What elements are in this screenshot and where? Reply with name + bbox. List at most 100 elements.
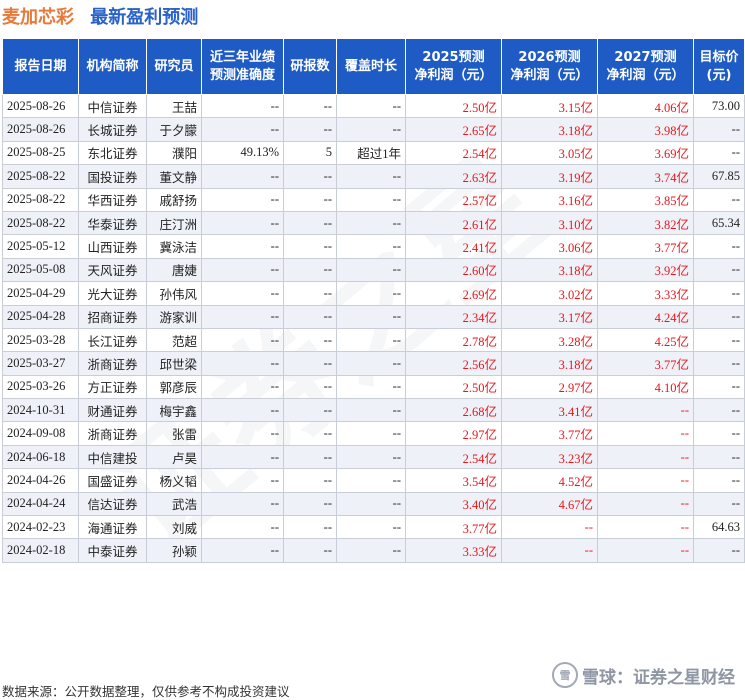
cell-analyst: 郭彦辰: [146, 374, 202, 400]
table-row: 2024-02-23 海通证券 刘威 -- -- -- 3.77亿 -- -- 64.63: [2, 515, 745, 540]
cell-2025-profit: 3.77亿: [405, 515, 502, 540]
cell-analyst: 濮阳: [146, 140, 202, 166]
cell-2026-profit: 3.18亿: [501, 257, 598, 283]
cell-institution: 招商证券: [78, 304, 147, 329]
header-2027-forecast-line: 净利润（元）: [606, 67, 685, 83]
cell-2026-profit: 3.18亿: [501, 351, 598, 376]
cell-target-price: --: [693, 234, 745, 259]
cell-2027-profit: --: [597, 398, 694, 423]
cell-analyst: 游家训: [146, 304, 202, 329]
cell-report-count: --: [283, 538, 337, 563]
table-row: 2025-08-22 国投证券 董文静 -- -- -- 2.63亿 3.19亿 3.74亿 67…: [2, 164, 745, 189]
cell-2025-profit: 2.78亿: [405, 327, 502, 353]
page-title: 麦加芯彩 最新盈利预测: [2, 3, 198, 28]
header-2025-forecast-line: 净利润（元）: [414, 67, 493, 83]
cell-accuracy: --: [201, 468, 284, 493]
cell-target-price: --: [693, 444, 745, 470]
cell-report-count: --: [283, 281, 337, 306]
cell-2027-profit: --: [597, 491, 694, 517]
cell-coverage: --: [336, 351, 406, 376]
forecast-table: 报告日期 机构简称 研究员 近三年业绩 预测准确度 研报数 覆盖时长 2025预测 净利润（元）…: [2, 38, 745, 563]
cell-report-count: --: [283, 468, 337, 493]
cell-date: 2024-10-31: [2, 398, 79, 423]
cell-report-count: --: [283, 164, 337, 189]
cell-accuracy: --: [201, 210, 284, 236]
cell-analyst: 唐婕: [146, 257, 202, 283]
cell-2025-profit: 2.61亿: [405, 210, 502, 236]
cell-analyst: 范超: [146, 327, 202, 353]
cell-2025-profit: 2.54亿: [405, 444, 502, 470]
cell-target-price: --: [693, 281, 745, 306]
cell-analyst: 卢昊: [146, 444, 202, 470]
cell-2027-profit: 4.10亿: [597, 374, 694, 400]
cell-institution: 山西证券: [78, 234, 147, 259]
cell-accuracy: --: [201, 327, 284, 353]
cell-2027-profit: --: [597, 468, 694, 493]
cell-2026-profit: 3.41亿: [501, 398, 598, 423]
cell-date: 2025-04-28: [2, 304, 79, 329]
table-row: 2025-03-28 长江证券 范超 -- -- -- 2.78亿 3.28亿 4.25亿 --: [2, 327, 745, 353]
header-2026-forecast-line: 2026预测: [518, 49, 581, 65]
cell-accuracy: --: [201, 93, 284, 119]
cell-institution: 长江证券: [78, 327, 147, 353]
cell-report-count: 5: [283, 140, 337, 166]
cell-2025-profit: 2.50亿: [405, 93, 502, 119]
cell-coverage: --: [336, 257, 406, 283]
header-accuracy: 近三年业绩 预测准确度: [201, 38, 284, 95]
cell-date: 2025-03-28: [2, 327, 79, 353]
cell-2025-profit: 2.41亿: [405, 234, 502, 259]
cell-2026-profit: 3.06亿: [501, 234, 598, 259]
cell-analyst: 于夕朦: [146, 117, 202, 142]
cell-target-price: 64.63: [693, 515, 745, 540]
cell-2027-profit: 3.77亿: [597, 351, 694, 376]
cell-2026-profit: 4.52亿: [501, 468, 598, 493]
cell-2027-profit: 3.98亿: [597, 117, 694, 142]
cell-2026-profit: 3.05亿: [501, 140, 598, 166]
cell-date: 2025-08-22: [2, 187, 79, 212]
cell-2026-profit: 4.67亿: [501, 491, 598, 517]
cell-report-count: --: [283, 515, 337, 540]
cell-2025-profit: 2.60亿: [405, 257, 502, 283]
cell-coverage: --: [336, 421, 406, 446]
cell-accuracy: --: [201, 281, 284, 306]
cell-analyst: 冀泳洁: [146, 234, 202, 259]
cell-date: 2024-09-08: [2, 421, 79, 446]
table-row: 2024-10-31 财通证券 梅宇鑫 -- -- -- 2.68亿 3.41亿 -- --: [2, 398, 745, 423]
header-target-price-line: (元): [706, 67, 732, 83]
cell-date: 2025-08-26: [2, 117, 79, 142]
cell-2025-profit: 3.40亿: [405, 491, 502, 517]
header-report-count: 研报数: [283, 38, 337, 95]
cell-report-count: --: [283, 304, 337, 329]
header-accuracy-line: 近三年业绩: [209, 49, 275, 65]
data-source-note: 数据来源：公开数据整理，仅供参考不构成投资建议: [2, 684, 290, 699]
table-row: 2024-04-26 国盛证券 杨义韬 -- -- -- 3.54亿 4.52亿 -- --: [2, 468, 745, 493]
cell-2025-profit: 2.97亿: [405, 421, 502, 446]
cell-institution: 国投证券: [78, 164, 147, 189]
cell-2025-profit: 3.33亿: [405, 538, 502, 563]
table-row: 2025-04-29 光大证券 孙伟风 -- -- -- 2.69亿 3.02亿 3.33亿 --: [2, 281, 745, 306]
cell-coverage: --: [336, 444, 406, 470]
cell-report-count: --: [283, 491, 337, 517]
cell-institution: 海通证券: [78, 515, 147, 540]
cell-report-count: --: [283, 374, 337, 400]
cell-accuracy: --: [201, 257, 284, 283]
header-date: 报告日期: [2, 38, 79, 95]
cell-analyst: 邱世梁: [146, 351, 202, 376]
cell-coverage: --: [336, 327, 406, 353]
table-row: 2025-08-26 中信证券 王喆 -- -- -- 2.50亿 3.15亿 4.06亿 73.…: [2, 93, 745, 119]
cell-date: 2025-04-29: [2, 281, 79, 306]
cell-2027-profit: 3.33亿: [597, 281, 694, 306]
cell-institution: 信达证券: [78, 491, 147, 517]
cell-accuracy: --: [201, 444, 284, 470]
cell-target-price: --: [693, 117, 745, 142]
table-row: 2024-09-08 浙商证券 张雷 -- -- -- 2.97亿 3.77亿 -- --: [2, 421, 745, 446]
brand-watermark: 雪 雪球：证券之星财经: [552, 662, 735, 688]
cell-institution: 中信证券: [78, 93, 147, 119]
header-2025-forecast-line: 2025预测: [422, 49, 485, 65]
cell-institution: 华西证券: [78, 187, 147, 212]
brand-text: 雪球：证券之星财经: [582, 667, 735, 688]
cell-report-count: --: [283, 351, 337, 376]
cell-institution: 华泰证券: [78, 210, 147, 236]
table-row: 2025-05-12 山西证券 冀泳洁 -- -- -- 2.41亿 3.06亿 3.77亿 --: [2, 234, 745, 259]
cell-2025-profit: 2.68亿: [405, 398, 502, 423]
